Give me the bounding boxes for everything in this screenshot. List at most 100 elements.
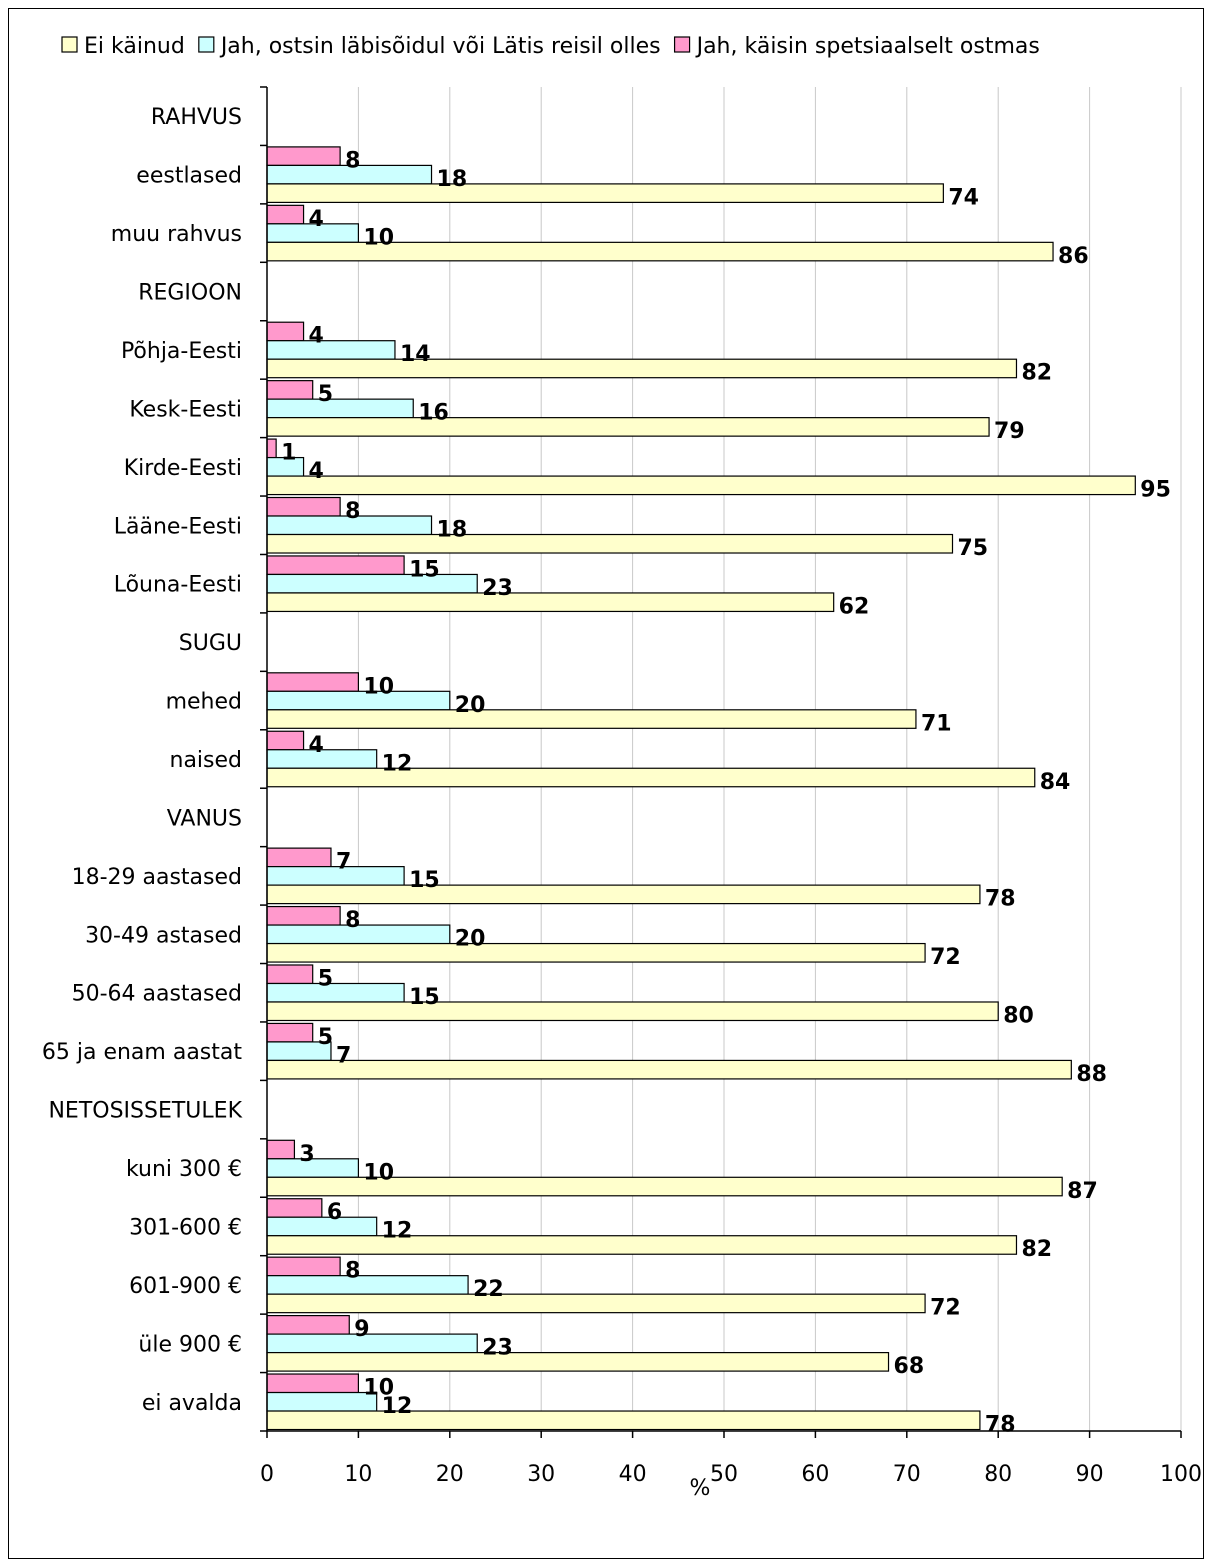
category-label: REGIOON	[138, 281, 242, 306]
category-label: mehed	[166, 690, 242, 715]
data-label: 72	[930, 1296, 961, 1321]
category-label: 601-900 €	[129, 1274, 242, 1299]
data-label: 22	[473, 1277, 504, 1302]
bar	[266, 573, 478, 594]
bar	[266, 1333, 478, 1354]
bar	[266, 847, 332, 868]
bar	[266, 905, 341, 926]
data-label: 82	[1021, 1237, 1052, 1262]
bar	[266, 204, 305, 225]
bar	[266, 1139, 296, 1160]
legend-swatch	[673, 36, 691, 53]
bar	[266, 1410, 981, 1431]
bar	[266, 1001, 999, 1022]
legend-entry: Jah, ostsin läbisõidul või Lätis reisil …	[219, 34, 661, 59]
data-label: 71	[921, 711, 952, 736]
category-label: 65 ja enam aastat	[42, 1040, 242, 1065]
data-label: 14	[400, 342, 431, 367]
data-label: 23	[482, 576, 513, 601]
data-label: 87	[1067, 1179, 1098, 1204]
bar	[266, 183, 944, 204]
bar	[266, 380, 314, 400]
bar	[266, 1198, 323, 1218]
data-label: 6	[327, 1200, 342, 1225]
category-label: ei avalda	[142, 1391, 242, 1416]
data-label: 82	[1021, 361, 1052, 386]
category-label: NETOSISSETULEK	[48, 1099, 242, 1124]
legend-entry: Jah, käisin spetsiaalselt ostmas	[695, 34, 1040, 59]
category-label: VANUS	[167, 806, 242, 831]
data-label: 20	[455, 693, 486, 718]
category-label: kuni 300 €	[126, 1157, 242, 1182]
bar	[266, 475, 1136, 496]
data-label: 10	[363, 674, 394, 699]
bar	[266, 1235, 1018, 1255]
bar	[266, 340, 396, 360]
legend-swatch	[61, 36, 78, 53]
data-label: 12	[382, 1394, 413, 1419]
bar	[266, 146, 341, 167]
category-label: Kesk-Eesti	[129, 397, 242, 422]
bar	[266, 964, 314, 985]
data-label: 8	[345, 908, 360, 933]
gridlines	[357, 87, 1182, 1431]
data-label: 16	[418, 401, 449, 426]
bar	[266, 1351, 890, 1372]
bar	[266, 1022, 314, 1043]
data-label: 4	[309, 733, 324, 758]
bar	[266, 884, 981, 905]
category-label: 301-600 €	[129, 1215, 242, 1240]
category-label: 18-29 aastased	[72, 865, 242, 890]
bar	[266, 942, 926, 963]
bar	[266, 592, 835, 613]
bar	[266, 321, 305, 342]
bar	[266, 358, 1018, 379]
bar	[266, 1373, 360, 1394]
data-label: 9	[354, 1317, 369, 1342]
data-label: 86	[1058, 244, 1089, 269]
data-label: 12	[382, 1219, 413, 1244]
x-tick-label: 80	[984, 1462, 1012, 1487]
legend: Ei käinud Jah, ostsin läbisõidul või Läti…	[61, 34, 1040, 59]
bar	[266, 709, 917, 729]
category-label: Kirde-Eesti	[124, 456, 242, 481]
category-label: 30-49 astased	[85, 923, 242, 948]
data-label: 84	[1040, 770, 1071, 795]
x-tick-label: 50	[710, 1462, 738, 1487]
data-label: 80	[1003, 1003, 1034, 1028]
data-label: 18	[437, 518, 468, 543]
data-label: 4	[309, 207, 324, 232]
x-tick-label: 0	[260, 1462, 274, 1487]
bar	[266, 730, 305, 751]
data-label: 10	[363, 1160, 394, 1185]
bar	[266, 690, 451, 711]
data-label: 15	[409, 868, 440, 893]
data-label: 79	[994, 419, 1025, 444]
x-tick-label: 100	[1160, 1462, 1202, 1487]
data-label: 95	[1140, 478, 1171, 503]
data-label: 62	[839, 594, 870, 619]
x-tick-label: 10	[344, 1462, 372, 1487]
bar	[266, 1391, 378, 1412]
category-label: Lõuna-Eesti	[114, 573, 242, 598]
data-label: 7	[336, 850, 351, 875]
bar	[266, 1256, 341, 1277]
bar	[266, 555, 405, 576]
category-label: muu rahvus	[111, 222, 242, 247]
category-label: Põhja-Eesti	[121, 339, 242, 364]
data-label: 8	[345, 148, 360, 173]
data-label: 72	[930, 945, 961, 970]
data-label: 15	[409, 985, 440, 1010]
bar	[266, 417, 990, 437]
x-tick-label: 30	[527, 1462, 555, 1487]
data-label: 74	[948, 185, 979, 210]
x-tick-label: 20	[436, 1462, 464, 1487]
x-tick-label: 60	[801, 1462, 829, 1487]
data-label: 12	[382, 751, 413, 776]
bar	[266, 1293, 926, 1314]
bar	[266, 1275, 469, 1295]
category-label: eestlased	[136, 164, 242, 189]
data-label: 10	[363, 1376, 394, 1401]
